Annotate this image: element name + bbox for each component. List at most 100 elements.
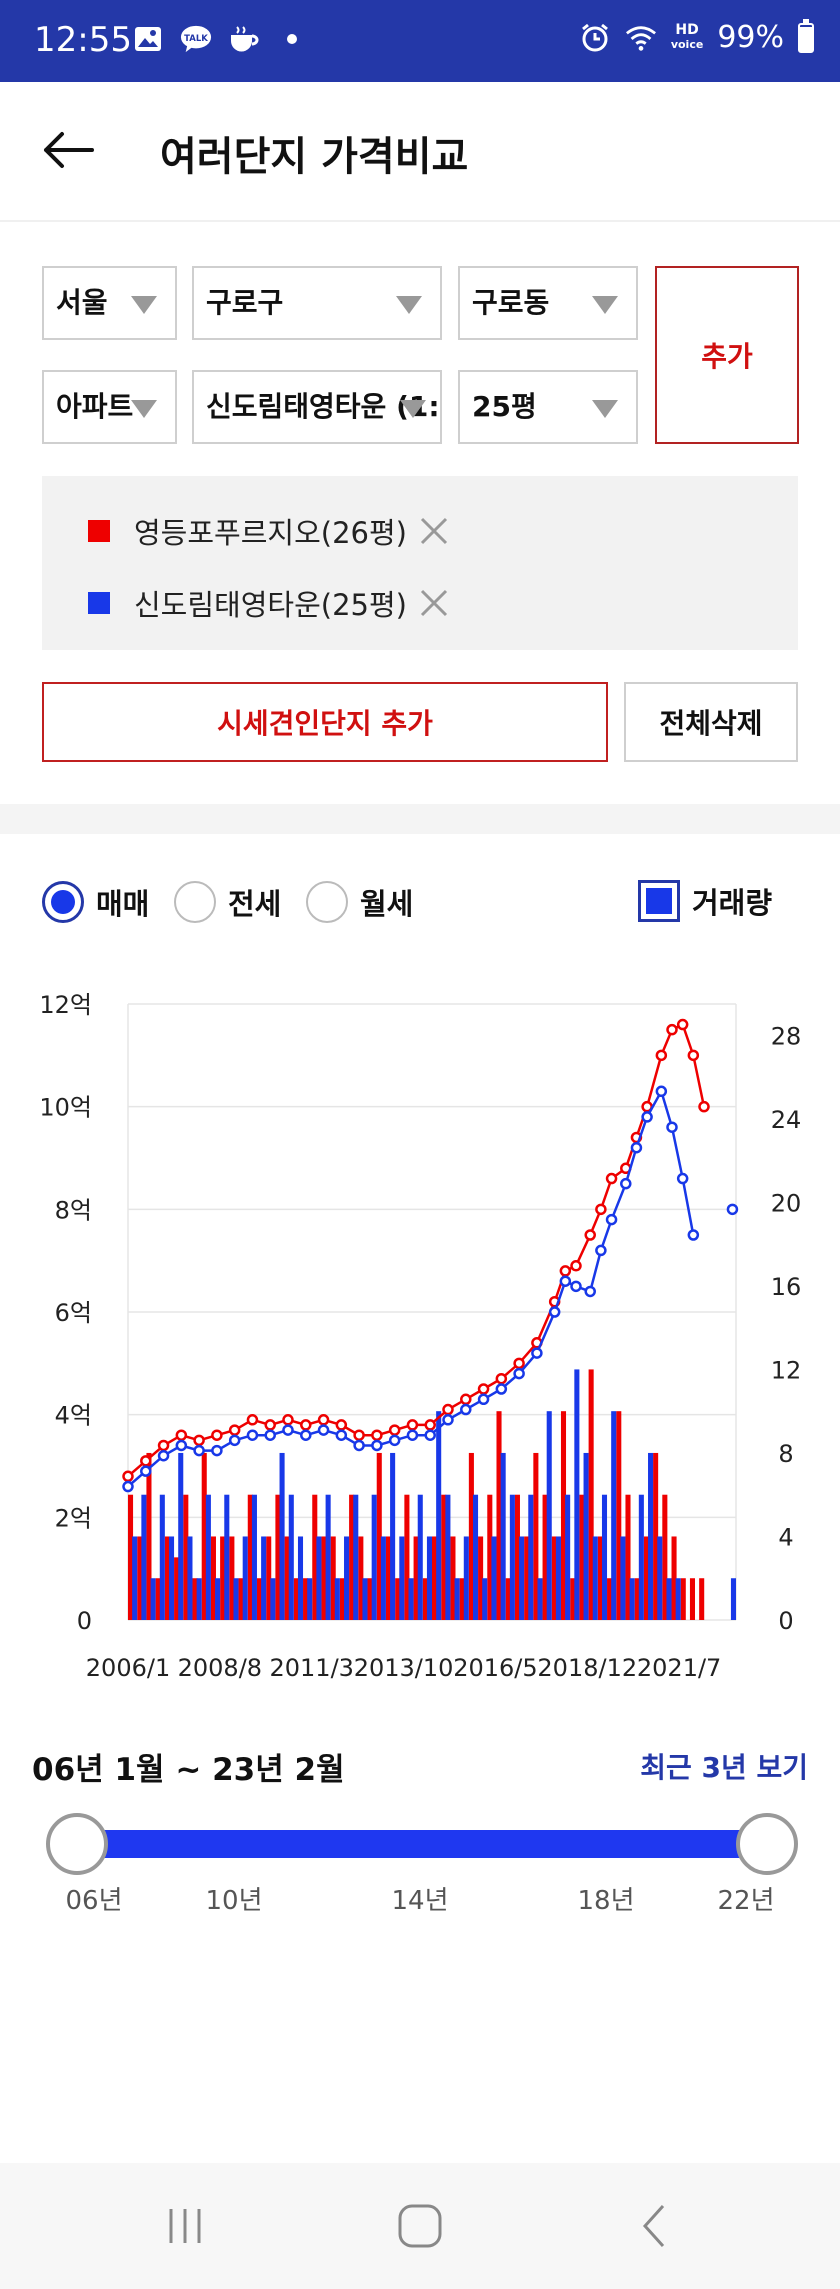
price-point <box>335 1429 348 1441</box>
right-axis-tick-label: 28 <box>771 1022 802 1050</box>
volume-bar <box>601 1494 608 1620</box>
selected-complex-list: 영등포푸르지오(26평) 신도림태영타운(25평) <box>42 476 798 650</box>
price-point <box>584 1285 596 1298</box>
status-bar: 12:55 TALK HD voice 99% <box>0 0 840 82</box>
dot-icon <box>276 24 308 54</box>
price-point <box>424 1419 436 1431</box>
radio-sale[interactable]: 매매 <box>42 878 149 926</box>
price-point <box>140 1465 152 1477</box>
date-range-label: 06년 1월 ~ 23년 2월 <box>32 1752 345 1788</box>
price-point <box>655 1049 668 1062</box>
price-point <box>246 1429 259 1441</box>
y-axis-tick-label: 2억 <box>55 1504 92 1532</box>
volume-bar <box>699 1578 705 1620</box>
x-axis-tick-label: 2008/8 <box>178 1654 262 1682</box>
back-arrow-icon[interactable] <box>40 122 96 178</box>
type-select[interactable]: 아파트 <box>42 370 177 444</box>
add-benchmark-button[interactable]: 시세견인단지 추가 <box>42 682 608 762</box>
volume-bar <box>233 1578 239 1620</box>
volume-bar <box>146 1452 152 1620</box>
volume-bar <box>634 1578 640 1620</box>
range-slider-track[interactable] <box>76 1830 768 1858</box>
price-point <box>570 1280 582 1293</box>
price-point <box>317 1424 330 1436</box>
dropdown-arrow-icon <box>400 400 426 418</box>
volume-bar <box>560 1411 567 1620</box>
district-select[interactable]: 구로구 <box>192 266 442 340</box>
volume-bar <box>247 1494 253 1620</box>
volume-bar <box>395 1578 401 1620</box>
complex-select[interactable]: 신도림태영타운 (1: <box>192 370 442 444</box>
price-point <box>630 1141 643 1154</box>
page-title: 여러단지 가격비교 <box>160 134 469 180</box>
radio-label: 월세 <box>360 887 414 921</box>
home-icon[interactable] <box>390 2201 450 2251</box>
volume-bar <box>344 1536 350 1620</box>
remove-icon[interactable] <box>417 586 451 620</box>
delete-all-button[interactable]: 전체삭제 <box>624 682 798 762</box>
y-axis-tick-label: 10억 <box>39 1094 92 1122</box>
volume-checkbox[interactable]: 거래량 <box>638 880 772 922</box>
volume-bar <box>178 1452 184 1620</box>
volume-label: 거래량 <box>692 886 773 920</box>
price-point <box>282 1414 294 1426</box>
hd-voice-icon: HD voice <box>670 22 704 51</box>
price-point <box>620 1177 632 1190</box>
volume-bar <box>542 1494 548 1620</box>
price-point <box>175 1439 188 1452</box>
right-axis-tick-label: 16 <box>771 1273 802 1301</box>
volume-bar <box>533 1452 539 1620</box>
y-axis-tick-label: 12억 <box>39 991 92 1019</box>
radio-jeonse[interactable]: 전세 <box>174 878 281 926</box>
district-select-value: 구로구 <box>206 286 284 319</box>
volume-bar <box>625 1494 631 1620</box>
volume-bar <box>390 1452 396 1620</box>
back-nav-icon[interactable] <box>625 2201 685 2251</box>
recent-3-years-button[interactable]: 최근 3년 보기 <box>640 1751 808 1784</box>
x-axis-tick-label: 2013/10 <box>354 1654 454 1682</box>
remove-icon[interactable] <box>417 514 451 548</box>
list-item: 영등포푸르지오(26평) <box>88 506 451 556</box>
size-select[interactable]: 25평 <box>458 370 638 444</box>
right-axis-tick-label: 4 <box>778 1523 793 1551</box>
x-axis-tick-label: 2016/5 <box>453 1654 537 1682</box>
radio-monthly-rent[interactable]: 월세 <box>306 878 413 926</box>
volume-bar <box>251 1494 257 1620</box>
price-point <box>122 1470 134 1483</box>
volume-bar <box>629 1578 635 1620</box>
volume-bar <box>459 1578 465 1620</box>
volume-bar <box>316 1536 322 1620</box>
range-end-handle[interactable] <box>736 1813 798 1875</box>
range-start-handle[interactable] <box>46 1813 108 1875</box>
dong-select-value: 구로동 <box>472 286 550 319</box>
volume-bar <box>362 1578 368 1620</box>
red-legend-square <box>88 520 110 542</box>
price-point <box>353 1439 365 1452</box>
volume-bar <box>288 1494 294 1620</box>
volume-bar <box>164 1536 170 1620</box>
dong-select[interactable]: 구로동 <box>458 266 638 340</box>
volume-bar <box>496 1411 502 1620</box>
x-axis-tick-label: 2018/12 <box>537 1654 637 1682</box>
gallery-icon <box>132 24 164 54</box>
volume-bar <box>524 1536 530 1620</box>
volume-bar <box>376 1452 382 1620</box>
add-button[interactable]: 추가 <box>655 266 799 444</box>
volume-bar <box>371 1494 377 1620</box>
volume-bar <box>192 1578 198 1620</box>
price-point <box>460 1393 472 1406</box>
price-point <box>388 1434 401 1447</box>
volume-bar <box>597 1536 603 1620</box>
city-select[interactable]: 서울 <box>42 266 177 340</box>
price-point <box>228 1424 241 1436</box>
volume-bar <box>638 1494 644 1620</box>
price-point <box>353 1429 365 1441</box>
dropdown-arrow-icon <box>592 296 618 314</box>
price-point <box>666 1121 678 1133</box>
price-point <box>513 1367 525 1380</box>
price-point <box>282 1424 294 1436</box>
recent-apps-icon[interactable] <box>155 2201 215 2251</box>
dropdown-arrow-icon <box>592 400 618 418</box>
system-nav-bar <box>0 2163 840 2289</box>
price-point <box>559 1275 572 1287</box>
